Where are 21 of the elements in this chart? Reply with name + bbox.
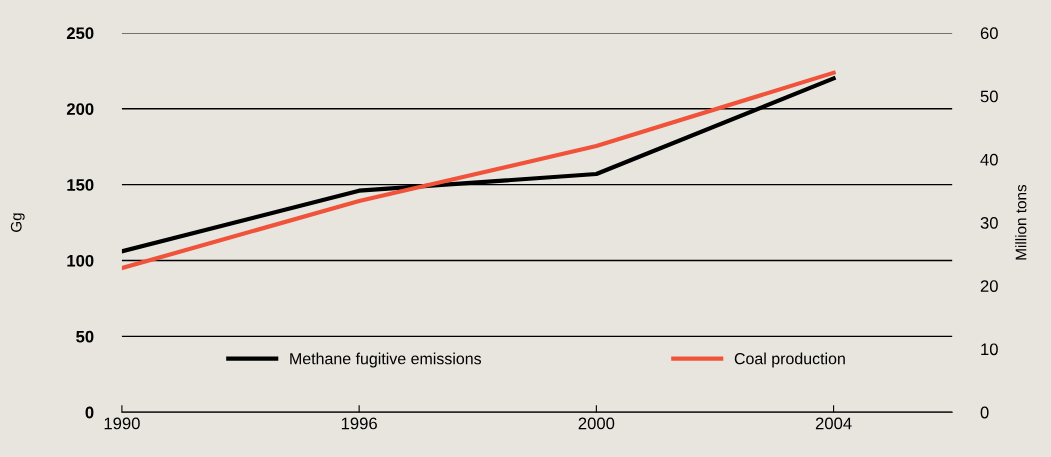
y2-tick-label: 40 xyxy=(980,153,998,166)
x-tick-label: 2000 xyxy=(578,417,615,430)
x-tick-label: 2004 xyxy=(815,417,852,430)
y2-tick-label: 50 xyxy=(980,90,998,103)
y2-tick-label: 10 xyxy=(981,343,998,356)
x-tick-label: 1996 xyxy=(341,417,377,430)
y-tick-label: 200 xyxy=(66,103,94,115)
y-tick-label: 250 xyxy=(66,27,94,40)
y-tick-label: 100 xyxy=(67,254,94,267)
y-tick-label: 50 xyxy=(76,330,94,343)
legend-label: Methane fugitive emissions xyxy=(290,352,482,368)
y-axis-title: Gg xyxy=(10,213,25,232)
y-tick-label: 150 xyxy=(67,179,94,191)
x-tick-label: 1990 xyxy=(104,417,140,430)
y2-axis-title: Million tons xyxy=(1015,184,1027,260)
y-tick-label: 0 xyxy=(85,406,94,419)
legend-label: Coal production xyxy=(734,352,845,368)
y2-tick-label: 30 xyxy=(980,216,998,229)
y2-tick-label: 20 xyxy=(980,280,998,292)
y2-tick-label: 0 xyxy=(980,406,989,419)
y2-tick-label: 60 xyxy=(980,27,998,40)
